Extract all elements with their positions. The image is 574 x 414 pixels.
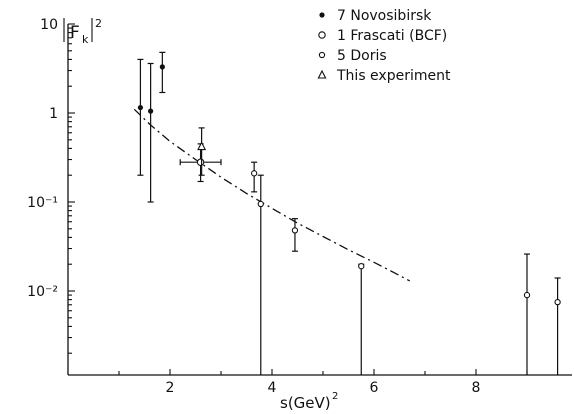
x-tick-label: 6 (370, 380, 379, 396)
point-marker (318, 51, 326, 59)
y-tick-label: 10⁻² (27, 284, 58, 300)
x-ticks: 2 4 6 8 (118, 369, 528, 396)
y-ticks: 10 1 10⁻¹ 10⁻² (27, 17, 75, 354)
point-marker (291, 227, 299, 234)
legend-label: 1 Frascati (BCF) (337, 28, 447, 44)
x-axis-title: s(GeV) 2 (280, 391, 338, 412)
fit-curve (133, 108, 411, 282)
point-marker (554, 298, 561, 306)
legend: 7 Novosibirsk 1 Frascati (BCF) 5 Doris This… (317, 8, 451, 84)
x-tick-label: 8 (472, 380, 481, 396)
x-axis-label-exponent: 2 (332, 391, 338, 402)
legend-label: This experiment (336, 68, 451, 84)
y-axis-label-letter: F (70, 23, 80, 43)
x-axis-label-text: s(GeV) (280, 394, 331, 412)
y-axis-label-exponent: 2 (95, 17, 102, 30)
point-marker (250, 170, 258, 177)
point-marker (523, 291, 531, 299)
y-tick-label: 1 (49, 106, 58, 122)
data-points (137, 51, 561, 375)
point-marker (257, 200, 264, 208)
y-axis-title: F k 2 (63, 17, 102, 46)
point-marker (318, 31, 326, 39)
y-tick-label: 10 (40, 17, 58, 33)
point-marker (319, 12, 325, 18)
y-axis-label-subscript: k (82, 33, 89, 46)
fit-curve-group (133, 108, 411, 282)
legend-label: 5 Doris (337, 48, 387, 64)
point-marker (159, 64, 165, 70)
x-tick-label: 2 (166, 380, 175, 396)
point-marker (358, 263, 365, 270)
x-tick-label: 4 (268, 380, 277, 396)
point-marker (197, 141, 207, 151)
point-marker (317, 69, 327, 79)
legend-label: 7 Novosibirsk (337, 8, 432, 24)
axes (67, 24, 572, 376)
point-marker (196, 158, 205, 166)
point-marker (148, 108, 154, 114)
y-tick-label: 10⁻¹ (27, 195, 58, 211)
point-marker (137, 104, 144, 111)
